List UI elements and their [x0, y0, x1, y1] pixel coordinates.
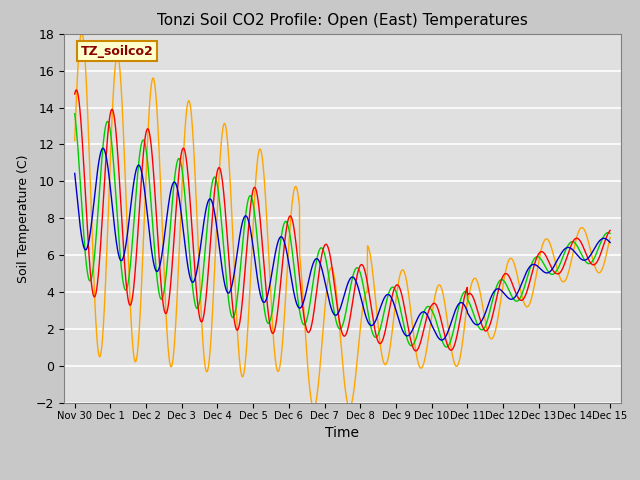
Title: Tonzi Soil CO2 Profile: Open (East) Temperatures: Tonzi Soil CO2 Profile: Open (East) Temp… [157, 13, 528, 28]
Legend: -2cm, -4cm, -8cm, -16cm: -2cm, -4cm, -8cm, -16cm [160, 478, 525, 480]
Y-axis label: Soil Temperature (C): Soil Temperature (C) [17, 154, 30, 283]
X-axis label: Time: Time [325, 426, 360, 440]
Text: TZ_soilco2: TZ_soilco2 [81, 45, 154, 58]
